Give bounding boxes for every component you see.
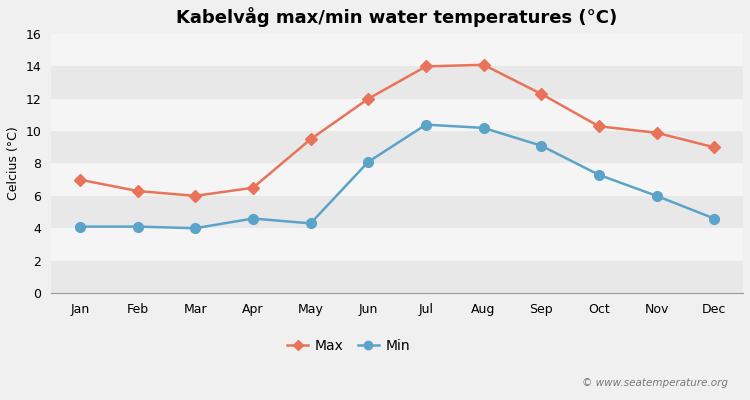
Bar	[51, 131, 743, 164]
Line: Min: Min	[75, 120, 719, 233]
Max	[479, 62, 488, 67]
Max	[190, 194, 200, 198]
Max	[76, 177, 85, 182]
Min	[595, 172, 604, 177]
Legend: Max, Min: Max, Min	[281, 334, 416, 359]
Bar	[51, 34, 743, 66]
Max	[248, 185, 257, 190]
Min	[537, 143, 546, 148]
Min	[133, 224, 142, 229]
Min	[190, 226, 200, 231]
Bar	[51, 164, 743, 196]
Bar	[51, 228, 743, 260]
Title: Kabelvåg max/min water temperatures (°C): Kabelvåg max/min water temperatures (°C)	[176, 7, 618, 27]
Max	[595, 124, 604, 129]
Max	[710, 145, 718, 150]
Min	[479, 126, 488, 130]
Max	[133, 189, 142, 194]
Bar	[51, 66, 743, 99]
Min	[248, 216, 257, 221]
Y-axis label: Celcius (°C): Celcius (°C)	[7, 127, 20, 200]
Max	[652, 130, 661, 135]
Min	[710, 216, 718, 221]
Min	[364, 160, 373, 164]
Min	[306, 221, 315, 226]
Min	[76, 224, 85, 229]
Bar	[51, 196, 743, 228]
Max	[422, 64, 430, 69]
Text: © www.seatemperature.org: © www.seatemperature.org	[581, 378, 728, 388]
Max	[306, 137, 315, 142]
Min	[422, 122, 430, 127]
Max	[537, 92, 546, 96]
Bar	[51, 99, 743, 131]
Min	[652, 194, 661, 198]
Max	[364, 96, 373, 101]
Bar	[51, 260, 743, 293]
Line: Max: Max	[76, 61, 718, 200]
